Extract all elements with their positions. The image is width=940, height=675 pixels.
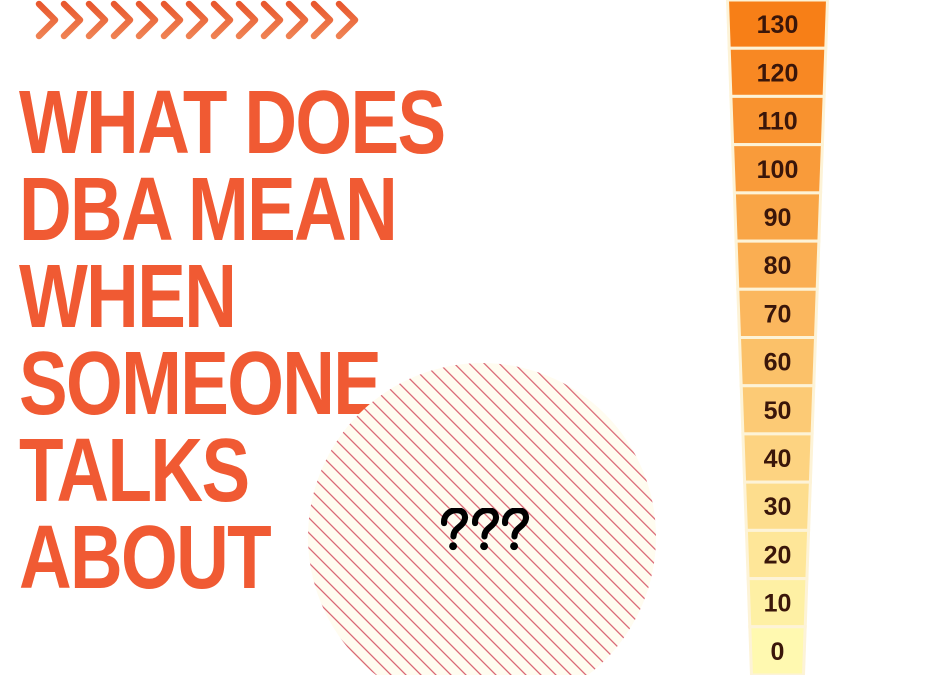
svg-text:50: 50 xyxy=(764,397,792,425)
svg-text:10: 10 xyxy=(764,590,792,618)
svg-text:80: 80 xyxy=(764,252,792,280)
svg-text:60: 60 xyxy=(764,349,792,377)
svg-text:120: 120 xyxy=(757,59,799,87)
svg-text:20: 20 xyxy=(764,542,792,570)
svg-text:130: 130 xyxy=(757,11,799,39)
svg-text:100: 100 xyxy=(757,156,799,184)
svg-text:0: 0 xyxy=(771,638,785,666)
svg-text:70: 70 xyxy=(764,300,792,328)
svg-text:30: 30 xyxy=(764,493,792,521)
svg-text:40: 40 xyxy=(764,445,792,473)
svg-text:90: 90 xyxy=(764,204,792,232)
svg-text:110: 110 xyxy=(757,108,797,136)
